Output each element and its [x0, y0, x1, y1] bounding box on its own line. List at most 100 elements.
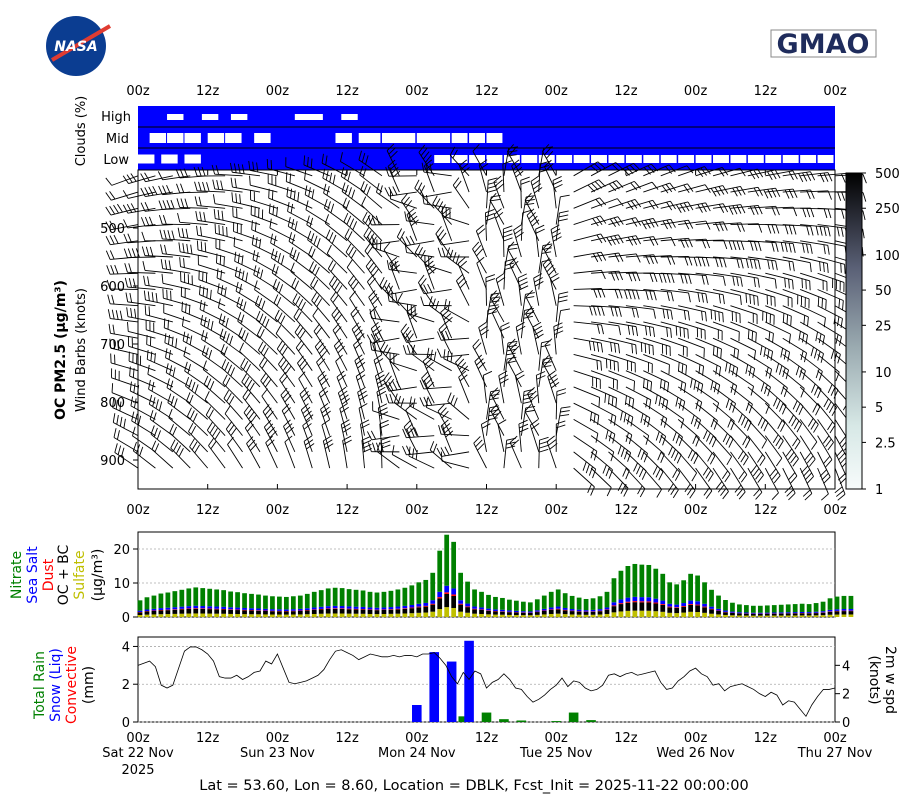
wind-barb	[200, 315, 226, 339]
aerosol-bar-sea_salt	[430, 600, 436, 604]
wind-barb	[458, 370, 470, 404]
aerosol-bar-sea_salt	[221, 606, 227, 609]
hour-label: 00z	[684, 731, 708, 746]
hour-label: 12z	[196, 731, 220, 746]
wind-barb	[525, 289, 540, 323]
aerosol-bar-sea_salt	[325, 606, 331, 609]
wind-barb	[203, 375, 226, 404]
wind-barb	[799, 451, 814, 484]
wind-barb	[350, 306, 365, 339]
aerosol-bar-sulfate	[416, 612, 422, 617]
aerosol-bar-nitrate	[723, 600, 728, 611]
wind-barb	[544, 338, 557, 371]
wind-barb	[489, 290, 505, 323]
hour-label: 00z	[684, 503, 708, 518]
aerosol-bar-oc_bc	[632, 602, 638, 611]
wind-barb	[140, 185, 173, 197]
wind-barb	[782, 419, 801, 450]
wind-barb	[292, 293, 313, 323]
wind-barb	[261, 388, 278, 420]
wind-barb	[495, 273, 506, 306]
wind-barb	[625, 402, 651, 428]
precip-yticks: 0 2 4	[122, 640, 138, 731]
wind-barb	[143, 290, 173, 307]
wind-barb	[230, 177, 261, 193]
wind-barb	[341, 182, 365, 209]
wind-barb	[643, 218, 676, 230]
cloud-gap	[306, 114, 323, 120]
wind-barb	[643, 321, 672, 338]
wind-barb	[285, 157, 313, 177]
wind-barb	[747, 272, 777, 289]
aerosol-bar-nitrate	[193, 587, 199, 606]
wind-barb	[358, 403, 368, 436]
wind-barb	[532, 321, 544, 355]
aerosol-bar-nitrate	[639, 564, 645, 598]
date-label: Mon 24 Nov	[378, 746, 456, 761]
aerosol-bar-nitrate	[583, 598, 589, 611]
wind-barb	[214, 223, 243, 242]
wind-barb	[503, 340, 518, 371]
wind-barb	[128, 351, 156, 372]
aerosol-bar-sulfate	[534, 614, 540, 617]
aerosol-panel: 0 10 20 Nitrate Sea Salt Dust OC + BC Sulf…	[9, 531, 854, 626]
aerosol-bar-sulfate	[179, 613, 185, 617]
aerosol-bar-sea_salt	[716, 608, 721, 611]
wind-barb	[503, 258, 515, 290]
wind-barb	[660, 272, 692, 284]
aerosol-bar-dust	[367, 609, 373, 610]
wind-barb	[817, 337, 841, 364]
wind-barb	[271, 263, 296, 290]
aerosol-bar-sea_salt	[792, 612, 798, 614]
wind-barb	[608, 435, 632, 462]
wind-barb	[287, 201, 313, 225]
wind-barb	[712, 256, 744, 269]
wind-barb	[429, 441, 452, 469]
wind-barb	[678, 220, 711, 230]
wind-barb	[441, 208, 453, 241]
aerosol-bar-nitrate	[834, 596, 840, 610]
wind-barb	[747, 435, 766, 466]
aerosol-bar-sulfate	[827, 614, 833, 617]
cloud-gap	[556, 155, 573, 163]
aerosol-bar-sulfate	[583, 614, 589, 617]
hour-label: 00z	[126, 84, 150, 99]
wind-barb	[625, 236, 659, 246]
wind-barb	[764, 419, 784, 450]
wind-barb	[304, 185, 330, 209]
wind-barb	[712, 167, 746, 177]
aerosol-bar-sea_salt	[730, 611, 735, 613]
aerosol-bar-oc_bc	[409, 608, 415, 614]
aerosol-bar-sea_salt	[674, 604, 680, 608]
wind-barb	[426, 347, 452, 372]
wind-barb	[250, 205, 278, 225]
aerosol-bar-nitrate	[318, 590, 324, 607]
aerosol-bar-nitrate	[249, 593, 254, 609]
aerosol-bar-dust	[702, 606, 707, 608]
wind-barb	[297, 355, 313, 388]
wind-barb	[333, 338, 348, 371]
wind-barb	[204, 391, 226, 420]
wind-barb	[279, 371, 296, 404]
wind-barb	[108, 323, 139, 339]
wind-barb	[533, 273, 544, 306]
wind-barb	[219, 328, 243, 355]
aerosol-bar-oc_bc	[527, 612, 533, 616]
wind-barb	[730, 256, 761, 270]
wind-barb	[401, 333, 435, 343]
aerosol-bar-oc_bc	[653, 603, 659, 612]
wind-barb	[678, 289, 708, 304]
aerosol-bar-nitrate	[541, 595, 547, 609]
aerosol-bar-dust	[172, 609, 178, 610]
wind-barb	[538, 436, 549, 469]
cloud-gaps	[138, 114, 834, 164]
aerosol-bar-sea_salt	[277, 609, 282, 611]
aerosol-bar-sea_salt	[653, 598, 659, 603]
aerosol-bar-oc_bc	[158, 610, 164, 615]
aerosol-bar-sulfate	[430, 611, 436, 617]
aerosol-bar-nitrate	[813, 603, 819, 612]
aerosol-bar-nitrate	[360, 590, 366, 607]
wind-barb	[712, 435, 733, 466]
aerosol-bar-nitrate	[200, 588, 206, 607]
wind-barb	[817, 386, 837, 416]
